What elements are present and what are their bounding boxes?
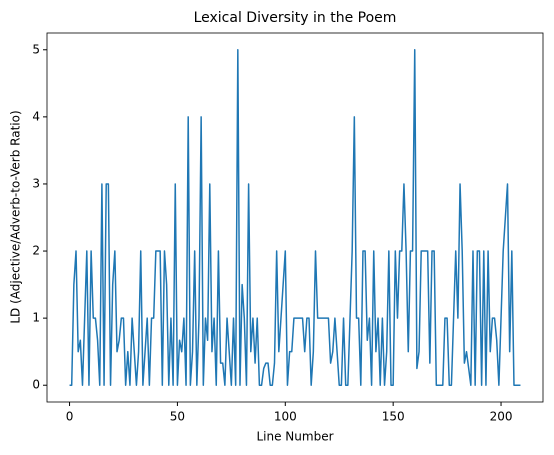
x-tick-label: 150 bbox=[382, 410, 405, 424]
plot-frame bbox=[46, 32, 544, 403]
y-axis-label: LD (Adjective/Adverb-to-Verb Ratio) bbox=[9, 110, 23, 323]
y-tick-label: 3 bbox=[32, 176, 40, 190]
x-tick-label: 0 bbox=[66, 410, 74, 424]
y-tick-label: 2 bbox=[32, 244, 40, 258]
x-axis-label: Line Number bbox=[256, 430, 333, 444]
x-tick-label: 100 bbox=[274, 410, 297, 424]
line-series bbox=[69, 49, 521, 386]
x-tick-label: 50 bbox=[170, 410, 185, 424]
y-tick-label: 0 bbox=[32, 378, 40, 392]
y-tick-label: 1 bbox=[32, 311, 40, 325]
chart-title: Lexical Diversity in the Poem bbox=[194, 10, 397, 26]
y-tick-label: 5 bbox=[32, 42, 40, 56]
x-tick-label: 200 bbox=[490, 410, 513, 424]
y-tick-label: 4 bbox=[32, 109, 40, 123]
